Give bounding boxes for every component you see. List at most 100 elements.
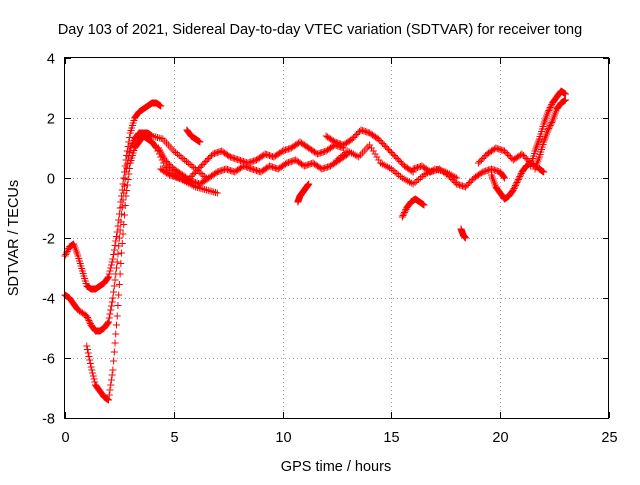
data-point-marker bbox=[383, 144, 391, 152]
data-point-marker bbox=[212, 169, 220, 177]
data-point-marker bbox=[83, 312, 91, 320]
data-point-marker bbox=[348, 135, 356, 143]
data-point-marker bbox=[213, 189, 221, 197]
data-point-marker bbox=[398, 159, 406, 167]
data-point-marker bbox=[184, 159, 192, 167]
data-point-marker bbox=[398, 174, 406, 182]
data-point-marker bbox=[464, 180, 472, 188]
data-point-marker bbox=[395, 171, 403, 179]
data-point-marker bbox=[164, 159, 172, 167]
data-point-marker bbox=[375, 156, 383, 164]
satellite-trace-i bbox=[333, 141, 461, 188]
data-point-marker bbox=[110, 288, 118, 296]
data-point-marker bbox=[112, 330, 120, 338]
data-point-marker bbox=[110, 282, 118, 290]
data-point-marker bbox=[377, 138, 385, 146]
data-point-marker bbox=[447, 174, 455, 182]
data-point-marker bbox=[225, 152, 233, 160]
data-point-marker bbox=[510, 185, 518, 192]
y-axis-label: SDTVAR / TECUs bbox=[6, 180, 22, 296]
data-point-marker bbox=[416, 174, 424, 182]
data-point-marker bbox=[500, 173, 508, 181]
data-point-marker bbox=[112, 237, 120, 245]
data-point-marker bbox=[513, 179, 521, 186]
data-point-marker bbox=[115, 291, 123, 299]
data-point-marker bbox=[120, 211, 128, 219]
data-point-marker bbox=[197, 170, 205, 177]
plot-area-frame bbox=[64, 57, 609, 419]
y-tick-label: 0 bbox=[47, 172, 55, 188]
data-point-marker bbox=[192, 168, 200, 176]
data-point-marker bbox=[107, 261, 115, 269]
data-point-marker bbox=[461, 234, 469, 242]
data-point-marker bbox=[86, 360, 94, 367]
data-point-marker bbox=[186, 176, 194, 184]
data-point-marker bbox=[89, 369, 97, 377]
data-point-marker bbox=[411, 179, 419, 186]
data-point-marker bbox=[480, 153, 488, 161]
data-point-marker bbox=[517, 171, 525, 179]
data-point-marker bbox=[190, 170, 198, 177]
x-tick-label: 0 bbox=[61, 430, 69, 446]
data-point-marker bbox=[384, 163, 392, 171]
data-point-marker bbox=[522, 155, 530, 162]
data-point-marker bbox=[119, 230, 127, 238]
data-point-marker bbox=[114, 250, 122, 258]
data-point-marker bbox=[167, 162, 175, 170]
data-point-marker bbox=[175, 152, 183, 159]
data-point-marker bbox=[450, 177, 458, 185]
data-point-marker bbox=[112, 233, 120, 240]
data-point-marker bbox=[509, 186, 517, 194]
data-point-marker bbox=[193, 167, 201, 174]
data-point-marker bbox=[402, 176, 410, 184]
data-point-marker bbox=[418, 173, 426, 180]
data-point-marker bbox=[519, 152, 527, 159]
data-point-marker bbox=[404, 177, 412, 185]
data-point-marker bbox=[107, 306, 115, 314]
data-point-marker bbox=[115, 242, 123, 250]
data-point-marker bbox=[401, 207, 409, 215]
data-point-marker bbox=[382, 143, 390, 150]
satellite-trace-p bbox=[531, 96, 569, 173]
data-point-marker bbox=[109, 255, 117, 263]
data-point-marker bbox=[110, 348, 118, 356]
data-point-marker bbox=[515, 174, 523, 182]
satellite-trace-a bbox=[61, 99, 165, 293]
data-point-marker bbox=[62, 251, 70, 258]
satellite-trace-b bbox=[61, 129, 210, 335]
data-point-marker bbox=[104, 274, 112, 282]
data-point-marker bbox=[126, 165, 134, 172]
data-point-marker bbox=[546, 122, 554, 129]
data-point-marker bbox=[387, 165, 395, 173]
data-point-marker bbox=[164, 170, 172, 178]
data-point-marker bbox=[545, 125, 553, 132]
data-point-marker bbox=[392, 153, 400, 161]
data-point-marker bbox=[105, 396, 113, 404]
data-point-marker bbox=[83, 314, 91, 321]
data-point-marker bbox=[91, 378, 99, 386]
data-point-marker bbox=[177, 153, 185, 161]
data-point-marker bbox=[118, 210, 126, 218]
data-layer bbox=[61, 87, 569, 404]
data-point-marker bbox=[123, 187, 131, 194]
data-point-marker bbox=[120, 182, 128, 190]
data-point-marker bbox=[120, 174, 128, 182]
data-point-marker bbox=[415, 176, 423, 183]
data-point-marker bbox=[105, 314, 113, 322]
data-point-marker bbox=[118, 203, 126, 211]
data-point-marker bbox=[182, 158, 190, 165]
data-point-marker bbox=[115, 234, 123, 242]
data-point-marker bbox=[344, 147, 352, 155]
data-point-marker bbox=[203, 156, 211, 164]
data-point-marker bbox=[189, 171, 197, 179]
satellite-trace-h bbox=[322, 126, 417, 176]
data-point-marker bbox=[105, 270, 113, 278]
data-point-marker bbox=[112, 321, 120, 329]
x-tick-label: 15 bbox=[383, 430, 399, 446]
data-point-marker bbox=[393, 170, 401, 177]
data-point-marker bbox=[116, 270, 124, 278]
data-point-marker bbox=[466, 179, 474, 186]
data-point-marker bbox=[113, 312, 121, 320]
data-point-marker bbox=[399, 212, 407, 219]
data-point-marker bbox=[115, 281, 123, 288]
